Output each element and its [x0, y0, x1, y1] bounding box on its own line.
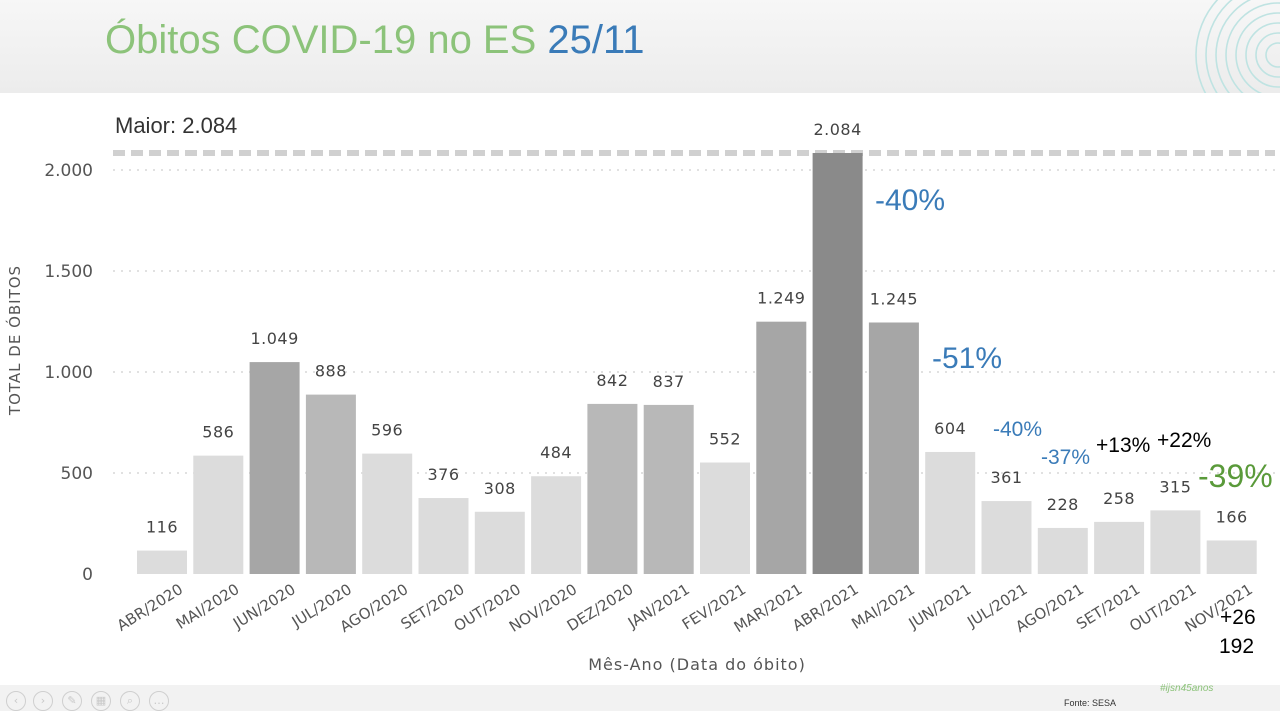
x-tick-label: ABR/2020: [114, 580, 186, 635]
bar: [474, 511, 525, 574]
bar: [981, 501, 1032, 574]
bar-value-label: 361: [990, 468, 1022, 487]
bar: [193, 455, 244, 574]
percent-change-annotation: +26: [1220, 606, 1256, 629]
x-tick-label: JUN/2021: [905, 580, 975, 633]
y-axis-title: TOTAL DE ÓBITOS: [5, 265, 24, 416]
bar-value-label: 315: [1159, 477, 1191, 496]
bar-value-label: 842: [596, 371, 628, 390]
percent-change-annotation: +22%: [1157, 429, 1211, 452]
bar-value-label: 604: [934, 419, 966, 438]
bar: [305, 394, 356, 574]
source-text: Fonte: SESA: [1064, 698, 1117, 708]
title-date: 25/11: [547, 18, 645, 62]
bar: [1150, 510, 1201, 574]
percent-change-annotation: -51%: [932, 342, 1002, 375]
bar: [1094, 521, 1145, 574]
footer-bar: [0, 685, 1280, 711]
bar-value-label: 308: [484, 479, 516, 498]
bar: [249, 362, 300, 574]
x-tick-label: MAI/2020: [173, 580, 243, 633]
bar-value-label: 1.249: [757, 289, 805, 308]
bar-value-label: 258: [1103, 489, 1135, 508]
bar: [1037, 527, 1088, 574]
bar: [418, 498, 469, 574]
bar-value-label: 888: [315, 362, 347, 381]
hashtag-text: #ijsn45anos: [1160, 683, 1214, 694]
x-tick-label: JUN/2020: [229, 580, 299, 633]
percent-change-annotation: -40%: [993, 418, 1042, 441]
max-value-label: Maior: 2.084: [115, 113, 237, 138]
bar-value-label: 837: [653, 372, 685, 391]
bar: [756, 321, 807, 574]
bar-value-label: 116: [146, 518, 178, 537]
bar-value-label: 1.049: [250, 329, 298, 348]
bar: [1206, 540, 1257, 574]
bar-value-label: 484: [540, 443, 572, 462]
bar: [587, 403, 638, 574]
bar: [643, 404, 694, 574]
bar: [700, 462, 750, 574]
y-tick-label: 1.000: [44, 363, 93, 383]
bar-value-label: 596: [371, 421, 403, 440]
percent-change-annotation: -39%: [1198, 458, 1273, 494]
x-axis-title: Mês-Ano (Data do óbito): [588, 655, 806, 674]
y-tick-label: 2.000: [44, 161, 93, 181]
more-icon[interactable]: …: [149, 691, 169, 711]
y-tick-label: 0: [82, 565, 93, 585]
y-tick-label: 1.500: [44, 262, 93, 282]
deaths-bar-chart: 0 500 1.000 1.500 2.000 116 ABR/2020 586 MAI/202…: [5, 113, 1275, 674]
slides-icon[interactable]: ▦: [91, 691, 111, 711]
bar-value-label: 586: [202, 423, 234, 442]
bar-value-label: 2.084: [813, 120, 861, 139]
bar: [362, 453, 413, 574]
bar-value-label: 376: [427, 465, 459, 484]
x-tick-label: MAI/2021: [848, 580, 918, 633]
title-text: Óbitos COVID-19 no ES: [105, 18, 537, 62]
decorative-rings-icon: [1195, 0, 1280, 93]
percent-change-annotation: -40%: [875, 184, 945, 217]
back-icon[interactable]: ‹: [6, 691, 26, 711]
pen-icon[interactable]: ✎: [62, 691, 82, 711]
slide-header: Óbitos COVID-19 no ES 25/11: [0, 0, 1280, 93]
bar: [137, 550, 187, 574]
percent-change-annotation: -37%: [1041, 446, 1090, 469]
zoom-icon[interactable]: ⌕: [120, 691, 140, 711]
bar: [925, 451, 976, 574]
bar: [531, 476, 582, 574]
y-tick-label: 500: [61, 464, 93, 484]
bar: [868, 322, 919, 574]
slide-title: Óbitos COVID-19 no ES 25/11: [105, 18, 645, 63]
percent-change-annotation: 192: [1219, 635, 1254, 658]
forward-icon[interactable]: ›: [33, 691, 53, 711]
bar-value-label: 552: [709, 429, 741, 448]
bar-value-label: 166: [1216, 507, 1248, 526]
bar-value-label: 228: [1047, 495, 1079, 514]
bar-value-label: 1.245: [870, 289, 918, 308]
percent-change-annotation: +13%: [1096, 434, 1150, 457]
bar: [812, 153, 863, 574]
